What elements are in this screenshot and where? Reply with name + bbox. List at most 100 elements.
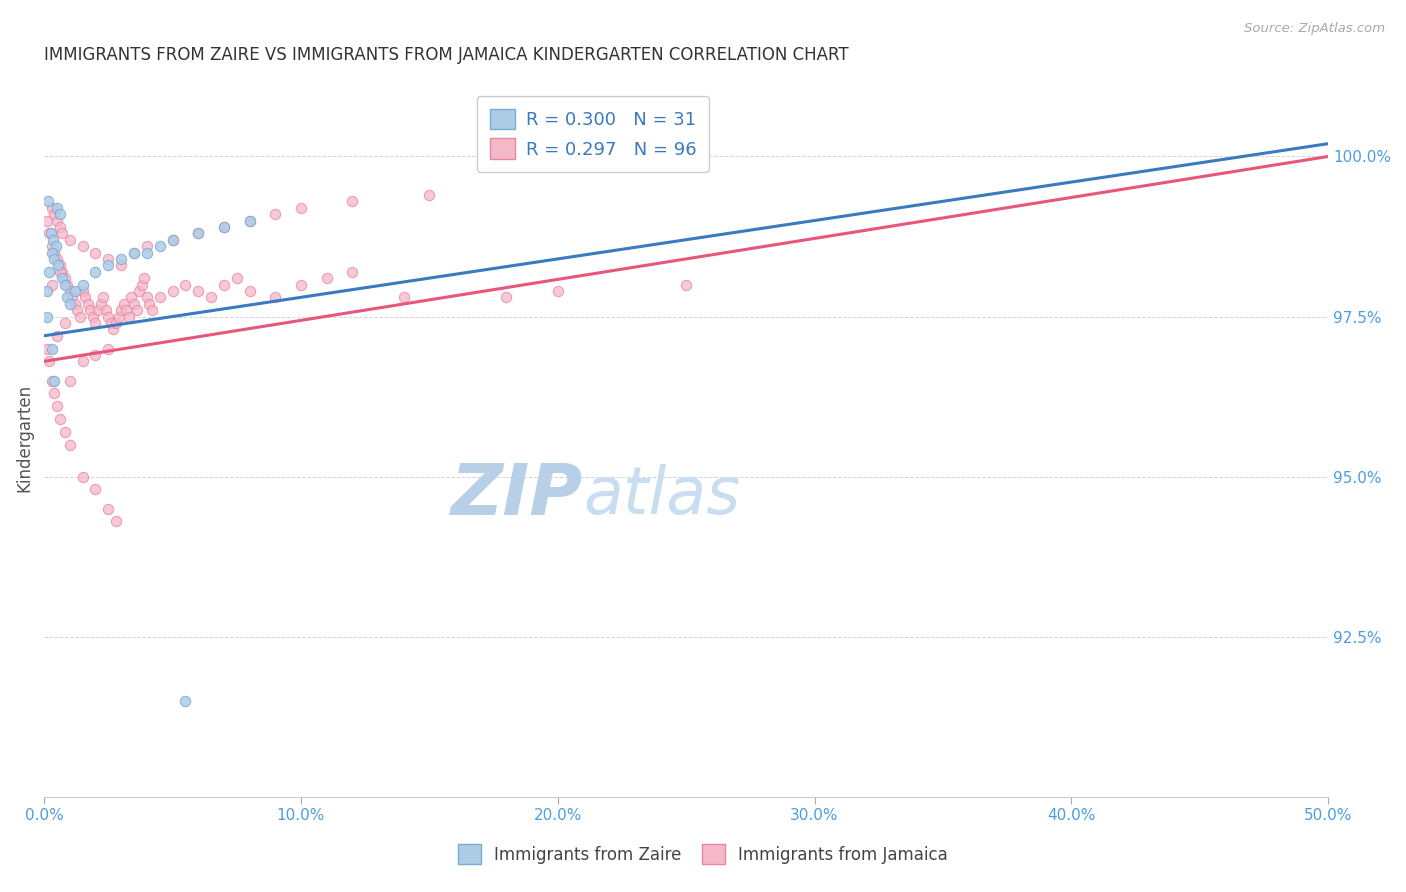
- Point: [53, 425, 76, 439]
- Point: [187, 227, 209, 241]
- Point: [59, 437, 82, 451]
- Point: [79, 303, 101, 318]
- Point: [110, 252, 132, 266]
- Point: [41, 277, 63, 292]
- Point: [97, 342, 120, 356]
- Point: [162, 233, 184, 247]
- Point: [264, 290, 287, 304]
- Point: [53, 277, 76, 292]
- Point: [131, 277, 153, 292]
- Legend: Immigrants from Zaire, Immigrants from Jamaica: Immigrants from Zaire, Immigrants from J…: [451, 838, 955, 871]
- Point: [290, 201, 312, 215]
- Point: [315, 271, 337, 285]
- Point: [110, 303, 132, 318]
- Text: Source: ZipAtlas.com: Source: ZipAtlas.com: [1244, 22, 1385, 36]
- Point: [45, 239, 67, 253]
- Point: [112, 297, 135, 311]
- Point: [342, 194, 364, 209]
- Point: [48, 207, 70, 221]
- Point: [44, 386, 66, 401]
- Point: [84, 265, 107, 279]
- Point: [84, 316, 107, 330]
- Point: [48, 258, 70, 272]
- Y-axis label: Kindergarten: Kindergarten: [15, 384, 32, 492]
- Point: [72, 469, 94, 483]
- Point: [94, 303, 117, 318]
- Point: [46, 201, 69, 215]
- Point: [76, 297, 98, 311]
- Point: [162, 284, 184, 298]
- Point: [51, 265, 73, 279]
- Legend: R = 0.300   N = 31, R = 0.297   N = 96: R = 0.300 N = 31, R = 0.297 N = 96: [477, 95, 709, 172]
- Point: [100, 316, 122, 330]
- Point: [46, 213, 69, 227]
- Point: [44, 245, 66, 260]
- Point: [418, 187, 440, 202]
- Point: [97, 310, 120, 324]
- Point: [72, 277, 94, 292]
- Point: [105, 515, 128, 529]
- Point: [238, 213, 260, 227]
- Point: [59, 284, 82, 298]
- Point: [212, 219, 235, 234]
- Point: [63, 284, 86, 298]
- Point: [105, 316, 128, 330]
- Point: [41, 245, 63, 260]
- Point: [46, 328, 69, 343]
- Point: [174, 277, 197, 292]
- Point: [84, 348, 107, 362]
- Point: [39, 227, 62, 241]
- Point: [135, 290, 157, 304]
- Point: [53, 316, 76, 330]
- Point: [72, 284, 94, 298]
- Point: [135, 245, 157, 260]
- Point: [44, 252, 66, 266]
- Point: [35, 213, 58, 227]
- Point: [63, 297, 86, 311]
- Point: [107, 310, 129, 324]
- Point: [51, 271, 73, 285]
- Text: atlas: atlas: [583, 464, 741, 527]
- Point: [35, 310, 58, 324]
- Point: [59, 297, 82, 311]
- Point: [60, 290, 83, 304]
- Point: [392, 290, 415, 304]
- Point: [238, 284, 260, 298]
- Point: [59, 374, 82, 388]
- Point: [122, 297, 145, 311]
- Point: [212, 219, 235, 234]
- Point: [84, 483, 107, 497]
- Point: [44, 374, 66, 388]
- Point: [110, 258, 132, 272]
- Point: [41, 374, 63, 388]
- Point: [91, 290, 114, 304]
- Point: [187, 284, 209, 298]
- Point: [46, 399, 69, 413]
- Point: [135, 239, 157, 253]
- Point: [35, 284, 58, 298]
- Point: [128, 284, 150, 298]
- Point: [72, 354, 94, 368]
- Point: [547, 284, 569, 298]
- Point: [35, 342, 58, 356]
- Point: [134, 271, 156, 285]
- Point: [56, 277, 79, 292]
- Point: [264, 207, 287, 221]
- Point: [75, 290, 97, 304]
- Point: [342, 265, 364, 279]
- Point: [97, 252, 120, 266]
- Point: [138, 297, 160, 311]
- Point: [141, 303, 163, 318]
- Point: [44, 207, 66, 221]
- Point: [41, 201, 63, 215]
- Text: ZIP: ZIP: [451, 461, 583, 530]
- Point: [42, 233, 65, 247]
- Point: [69, 310, 91, 324]
- Point: [72, 239, 94, 253]
- Point: [120, 290, 142, 304]
- Point: [48, 219, 70, 234]
- Point: [225, 271, 247, 285]
- Point: [97, 258, 120, 272]
- Point: [82, 310, 104, 324]
- Point: [212, 277, 235, 292]
